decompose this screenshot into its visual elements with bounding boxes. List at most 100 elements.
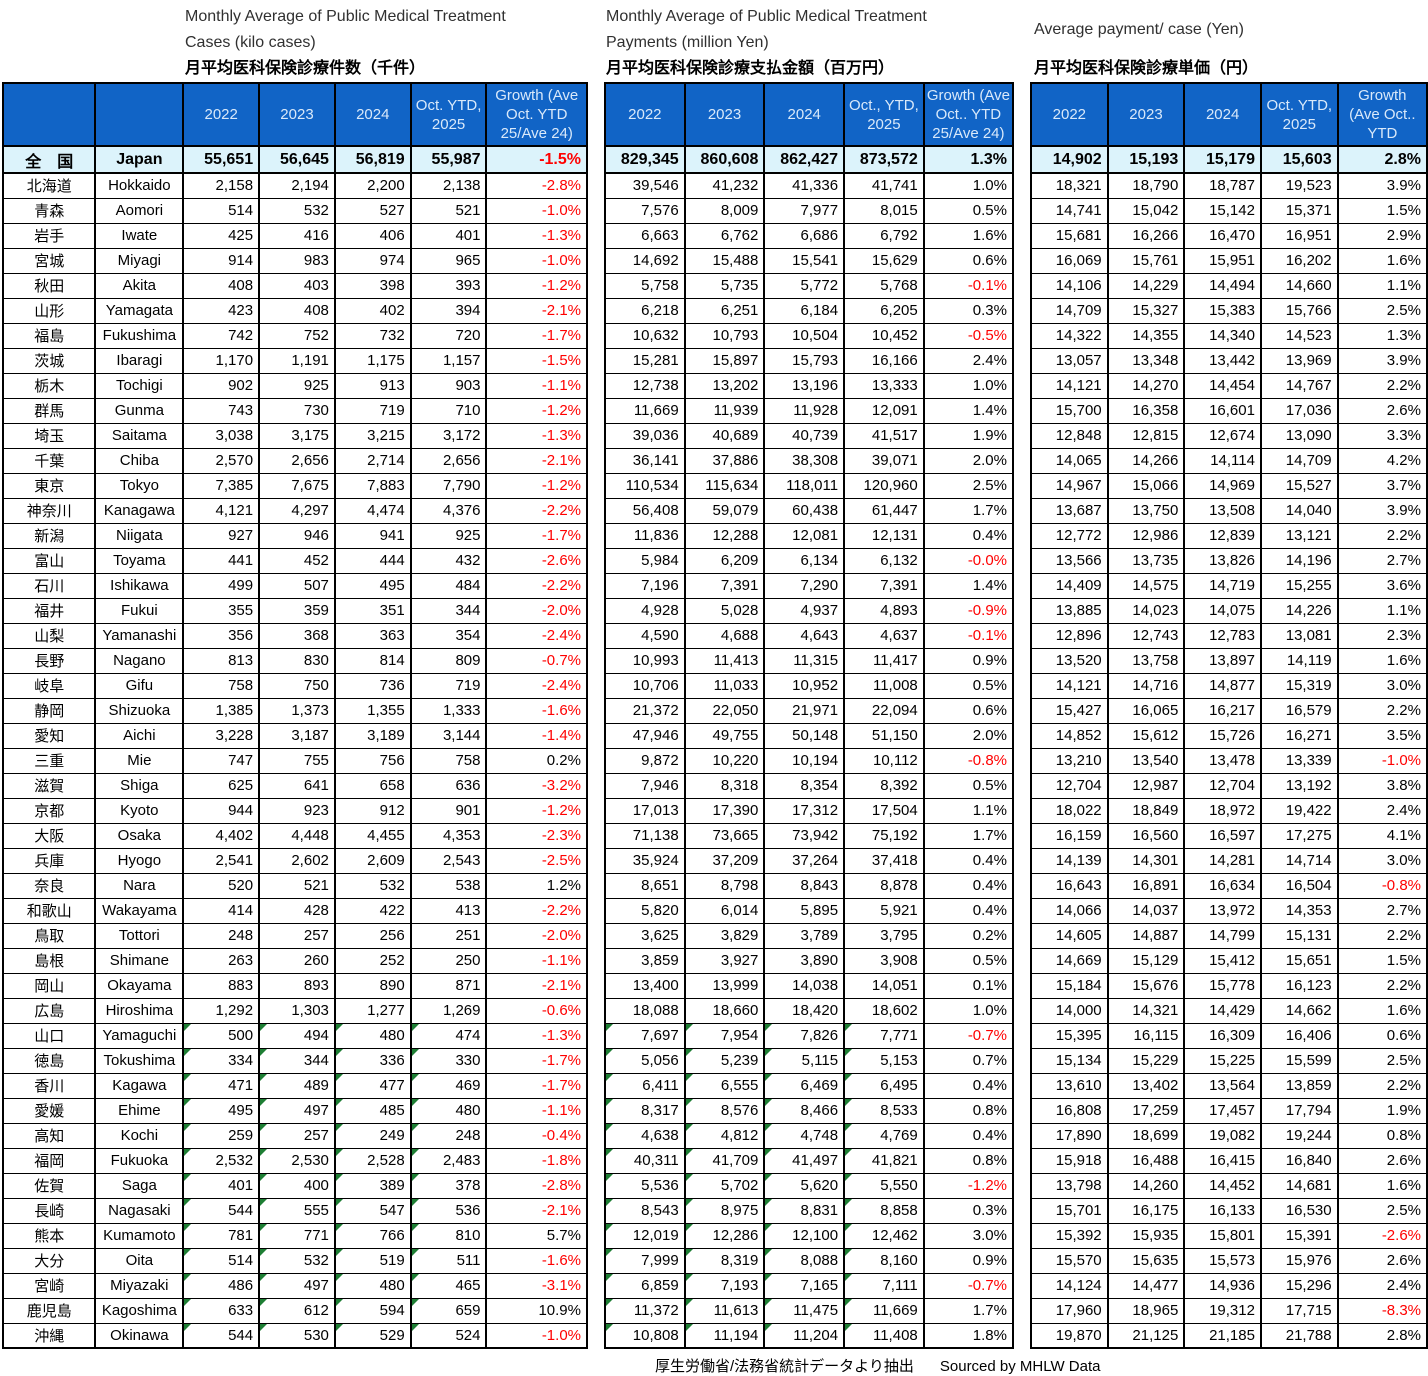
prefecture-row: 埼玉 Saitama 3,038 3,175 3,215 3,172 -1.3% [1,422,588,449]
value-cell: 1,157 [409,347,488,374]
value-cell: 11,204 [763,1322,846,1349]
prefecture-row: 15,184 15,676 15,778 16,123 2.2% [1030,972,1428,999]
year-column-header: 2022 [604,82,686,147]
prefecture-row: 16,808 17,259 17,457 17,794 1.9% [1030,1097,1428,1124]
prefecture-row: 愛知 Aichi 3,228 3,187 3,189 3,144 -1.4% [1,722,588,749]
value-cell: 4,769 [843,1122,925,1149]
value-cell: 636 [409,772,488,799]
value-cell: 18,965 [1106,1297,1186,1324]
value-cell: 6,469 [763,1072,846,1099]
value-cell: 923 [258,797,336,824]
value-cell: 612 [258,1297,336,1324]
prefecture-name-en: Nagano [94,647,185,674]
value-cell: 14,477 [1106,1272,1186,1299]
value-cell: 110,534 [604,472,686,499]
growth-cell: -3.2% [485,772,588,799]
prefecture-row: 和歌山 Wakayama 414 428 422 413 -2.2% [1,897,588,924]
value-cell: 37,418 [843,847,925,874]
value-cell: 16,217 [1183,697,1262,724]
value-cell: 5,028 [683,597,766,624]
growth-cell: 1.0% [922,172,1015,199]
value-cell: 555 [258,1197,336,1224]
value-cell: 3,144 [409,722,488,749]
table-title-en: Monthly Average of Public Medical Treatm… [606,8,927,25]
value-cell: 13,999 [683,972,766,999]
prefecture-row: 大阪 Osaka 4,402 4,448 4,455 4,353 -2.3% [1,822,588,849]
growth-cell: -2.1% [485,1197,588,1224]
value-cell: 494 [258,1022,336,1049]
year-column-header: Oct. YTD, 2025 [1259,82,1339,147]
value-cell: 15,179 [1183,145,1262,174]
growth-cell: -1.7% [485,322,588,349]
prefecture-row: 10,808 11,194 11,204 11,408 1.8% [604,1322,1015,1349]
value-cell: 15,603 [1259,145,1339,174]
value-cell: 14,340 [1183,322,1262,349]
growth-cell: 5.7% [485,1222,588,1249]
prefecture-name-en: Nara [94,872,185,899]
value-cell: 13,057 [1030,347,1109,374]
value-cell: 21,788 [1259,1322,1339,1349]
prefecture-row: 長野 Nagano 813 830 814 809 -0.7% [1,647,588,674]
value-cell: 4,376 [409,497,488,524]
source-note: 厚生労働省/法務省統計データより抽出 Sourced by MHLW Data [0,1355,1428,1376]
growth-cell: 1.5% [1336,947,1428,974]
value-cell: 477 [333,1072,412,1099]
growth-cell: 2.3% [1336,622,1428,649]
value-cell: 263 [182,947,261,974]
value-cell: 14,767 [1259,372,1339,399]
value-cell: 5,895 [763,897,846,924]
prefecture-row: 71,138 73,665 73,942 75,192 1.7% [604,822,1015,849]
prefecture-row: 12,848 12,815 12,674 13,090 3.3% [1030,422,1428,449]
growth-cell: 2.7% [1336,547,1428,574]
growth-cell: 1.5% [1336,197,1428,224]
prefecture-row: 15,395 16,115 16,309 16,406 0.6% [1030,1022,1428,1049]
value-cell: 2,158 [182,172,261,199]
value-cell: 1,385 [182,697,261,724]
prefecture-row: 14,409 14,575 14,719 15,255 3.6% [1030,572,1428,599]
prefecture-row: 18,321 18,790 18,787 19,523 3.9% [1030,172,1428,199]
value-cell: 12,091 [843,397,925,424]
value-cell: 18,602 [843,997,925,1024]
prefecture-name-jp: 富山 [1,547,97,574]
value-cell: 21,971 [763,697,846,724]
growth-cell: 1.7% [922,497,1015,524]
value-cell: 13,192 [1259,772,1339,799]
prefecture-row: 15,918 16,488 16,415 16,840 2.6% [1030,1147,1428,1174]
value-cell: 15,651 [1259,947,1339,974]
value-cell: 4,297 [258,497,336,524]
value-cell: 15,541 [763,247,846,274]
growth-cell: -0.1% [922,272,1015,299]
value-cell: 259 [182,1122,261,1149]
value-cell: 356 [182,622,261,649]
value-cell: 14,452 [1183,1172,1262,1199]
value-cell: 7,697 [604,1022,686,1049]
value-cell: 8,466 [763,1097,846,1124]
value-cell: 6,859 [604,1272,686,1299]
prefecture-name-jp: 高知 [1,1122,97,1149]
value-cell: 480 [333,1272,412,1299]
value-cell: 3,172 [409,422,488,449]
value-cell: 16,488 [1106,1147,1186,1174]
value-cell: 16,840 [1259,1147,1339,1174]
growth-cell: 3.9% [1336,172,1428,199]
value-cell: 3,927 [683,947,766,974]
value-cell: 521 [409,197,488,224]
prefecture-row: 14,692 15,488 15,541 15,629 0.6% [604,247,1015,274]
value-cell: 378 [409,1172,488,1199]
prefecture-name-en: Tokushima [94,1047,185,1074]
year-column-header: 2023 [258,82,336,147]
growth-cell: 0.7% [922,1047,1015,1074]
value-cell: 15,229 [1106,1047,1186,1074]
prefecture-row: 福島 Fukushima 742 752 732 720 -1.7% [1,322,588,349]
value-cell: 12,896 [1030,622,1109,649]
prefecture-name-jp: 千葉 [1,447,97,474]
prefecture-row: 16,159 16,560 16,597 17,275 4.1% [1030,822,1428,849]
prefecture-row: 13,566 13,735 13,826 14,196 2.7% [1030,547,1428,574]
value-cell: 18,972 [1183,797,1262,824]
growth-cell: -1.0% [485,247,588,274]
value-cell: 363 [333,622,412,649]
value-cell: 11,939 [683,397,766,424]
prefecture-name-jp: 沖縄 [1,1322,97,1349]
growth-cell: 0.4% [922,522,1015,549]
value-cell: 736 [333,672,412,699]
